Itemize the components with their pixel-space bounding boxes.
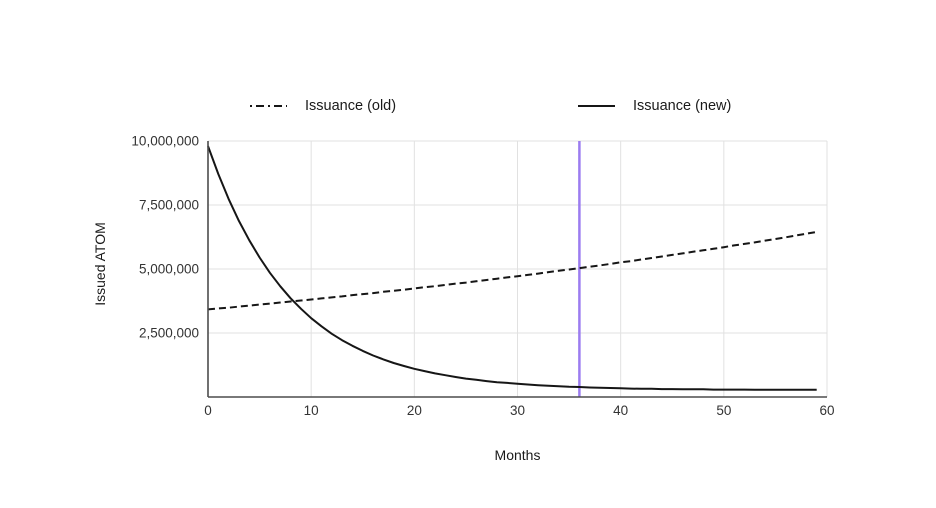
y-tick-label: 5,000,000 [139, 262, 199, 277]
x-axis-title: Months [494, 447, 541, 463]
x-tick-label: 30 [510, 403, 525, 418]
y-tick-label: 10,000,000 [131, 134, 199, 149]
x-tick-label: 40 [613, 403, 628, 418]
y-axis-title: Issued ATOM [92, 222, 108, 306]
y-tick-label: 7,500,000 [139, 198, 199, 213]
x-tick-label: 20 [407, 403, 422, 418]
y-tick-label: 2,500,000 [139, 326, 199, 341]
x-tick-label: 10 [304, 403, 319, 418]
dashed-line-sample-icon [250, 105, 287, 107]
x-tick-label: 50 [716, 403, 731, 418]
x-tick-label: 0 [204, 403, 212, 418]
legend-item-issuance-new: Issuance (new) [578, 96, 731, 116]
x-tick-label: 60 [819, 403, 834, 418]
legend-label-issuance-old: Issuance (old) [305, 98, 397, 114]
series-line-issuance-new [207, 145, 817, 391]
series-line-issuance-old [207, 230, 817, 311]
legend-label-issuance-new: Issuance (new) [633, 98, 732, 114]
solid-line-sample-icon [578, 105, 615, 107]
legend-item-issuance-old: Issuance (old) [250, 96, 396, 116]
